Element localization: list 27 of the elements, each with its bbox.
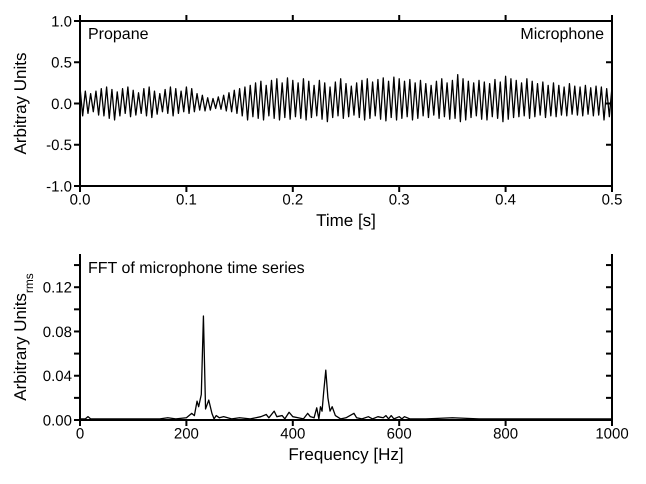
y-tick-label: 0.12 xyxy=(42,280,72,297)
x-tick-label: 400 xyxy=(280,426,306,443)
x-tick-label: 1000 xyxy=(595,426,629,443)
x-tick-label: 0 xyxy=(76,426,84,443)
x-tick-label: 200 xyxy=(174,426,199,443)
y-tick-label: 0.00 xyxy=(42,412,72,430)
x-axis-title: Time [s] xyxy=(316,211,376,230)
y-tick-label: 0.08 xyxy=(42,324,72,341)
annotation: Microphone xyxy=(520,26,604,44)
y-tick-label: -0.5 xyxy=(46,137,72,154)
x-tick-label: 600 xyxy=(386,426,412,443)
y-tick-label: 0.0 xyxy=(51,96,72,113)
y-tick-label: 0.5 xyxy=(51,54,72,72)
y-axis-title: Arbitray Units xyxy=(11,52,30,155)
x-tick-label: 0.4 xyxy=(495,192,516,209)
annotation: Propane xyxy=(88,26,148,44)
x-axis-title: Frequency [Hz] xyxy=(288,445,404,464)
x-tick-label: 0.1 xyxy=(176,192,197,209)
y-tick-label: 0.04 xyxy=(42,368,72,386)
x-tick-label: 800 xyxy=(493,426,518,443)
x-tick-label: 0.5 xyxy=(602,192,622,209)
y-tick-label: -1.0 xyxy=(46,178,72,196)
y-tick-label: 1.0 xyxy=(51,13,72,30)
x-tick-label: 0.0 xyxy=(70,192,90,209)
x-tick-label: 0.2 xyxy=(282,192,304,209)
annotation: FFT of microphone time series xyxy=(88,260,305,278)
x-tick-label: 0.3 xyxy=(388,192,410,209)
